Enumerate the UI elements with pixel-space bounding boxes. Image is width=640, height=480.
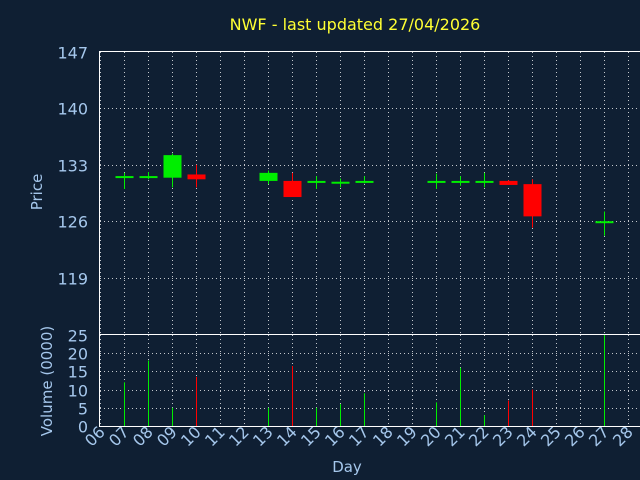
- price-axis-label: Price: [28, 174, 46, 211]
- price-tick-label: 119: [57, 270, 88, 289]
- candle-body: [331, 181, 350, 184]
- candles: [115, 153, 614, 236]
- volume-tick-label: 15: [68, 363, 88, 382]
- candle-body: [115, 176, 134, 179]
- candle-body: [595, 221, 614, 224]
- candle-body: [523, 184, 542, 217]
- candle-body: [283, 180, 302, 198]
- candle-body: [139, 176, 158, 179]
- candle-body: [451, 180, 470, 183]
- candle-body: [307, 180, 326, 183]
- candle-body: [187, 174, 206, 180]
- chart-title: NWF - last updated 27/04/2026: [230, 15, 481, 34]
- volume-tick-label: 5: [78, 400, 88, 419]
- price-tick-labels: 147 140 133 126 119: [57, 44, 88, 289]
- price-tick-label: 147: [57, 44, 88, 63]
- price-tick-label: 126: [57, 213, 88, 232]
- candle-body: [499, 180, 518, 185]
- candle-body: [259, 172, 278, 181]
- price-tick-label: 133: [57, 157, 88, 176]
- candle-body: [163, 155, 182, 178]
- volume-tick-label: 10: [68, 382, 88, 401]
- volume-axis-label: Volume (0000): [38, 326, 56, 436]
- x-axis-label: Day: [332, 458, 362, 476]
- candle-body: [427, 180, 446, 183]
- price-tick-label: 140: [57, 100, 88, 119]
- volume-tick-label: 0: [78, 418, 88, 437]
- candle-body: [475, 180, 494, 183]
- volume-bars: [124, 335, 605, 426]
- volume-tick-label: 25: [68, 327, 88, 346]
- candle-body: [355, 180, 374, 183]
- volume-panel-frame: [99, 334, 640, 427]
- volume-tick-label: 20: [68, 345, 88, 364]
